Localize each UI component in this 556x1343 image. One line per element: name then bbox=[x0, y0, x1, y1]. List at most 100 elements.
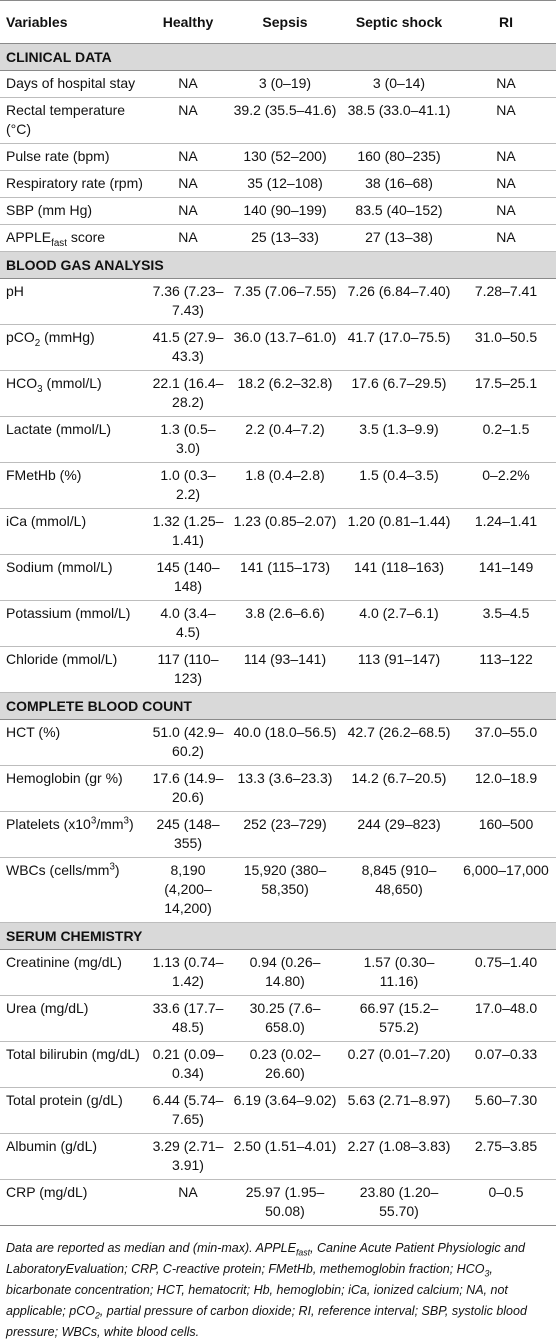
cell-ri: 2.75–3.85 bbox=[456, 1133, 556, 1180]
cell-septic-shock: 23.80 (1.20–55.70) bbox=[342, 1179, 456, 1226]
cell-sepsis: 140 (90–199) bbox=[228, 197, 342, 225]
section-title: COMPLETE BLOOD COUNT bbox=[0, 692, 556, 720]
table-row: Hemoglobin (gr %) 17.6 (14.9–20.6) 13.3 … bbox=[0, 765, 556, 812]
row-label: Lactate (mmol/L) bbox=[0, 416, 148, 463]
cell-ri: 31.0–50.5 bbox=[456, 324, 556, 371]
table-header: Variables Healthy Sepsis Septic shock RI bbox=[0, 0, 556, 44]
label-superscript: 3 bbox=[109, 861, 115, 873]
cell-septic-shock: 38.5 (33.0–41.1) bbox=[342, 97, 456, 144]
header-healthy: Healthy bbox=[148, 0, 228, 44]
cell-ri: 7.28–7.41 bbox=[456, 278, 556, 325]
cell-sepsis: 39.2 (35.5–41.6) bbox=[228, 97, 342, 144]
cell-healthy: 4.0 (3.4–4.5) bbox=[148, 600, 228, 647]
row-label: Urea (mg/dL) bbox=[0, 995, 148, 1042]
cell-sepsis: 36.0 (13.7–61.0) bbox=[228, 324, 342, 371]
cell-septic-shock: 17.6 (6.7–29.5) bbox=[342, 370, 456, 417]
row-label: Pulse rate (bpm) bbox=[0, 143, 148, 171]
cell-healthy: 33.6 (17.7–48.5) bbox=[148, 995, 228, 1042]
row-label: CRP (mg/dL) bbox=[0, 1179, 148, 1226]
cell-ri: 0–2.2% bbox=[456, 462, 556, 509]
cell-septic-shock: 2.27 (1.08–3.83) bbox=[342, 1133, 456, 1180]
cell-septic-shock: 160 (80–235) bbox=[342, 143, 456, 171]
footnote-text: , Canine Acute Patient Physiologic and L… bbox=[6, 1241, 526, 1276]
header-septic-shock: Septic shock bbox=[342, 0, 456, 44]
table-row: HCT (%) 51.0 (42.9–60.2) 40.0 (18.0–56.5… bbox=[0, 719, 556, 766]
table-row: Chloride (mmol/L) 117 (110–123) 114 (93–… bbox=[0, 646, 556, 693]
section-title: SERUM CHEMISTRY bbox=[0, 922, 556, 950]
cell-septic-shock: 0.27 (0.01–7.20) bbox=[342, 1041, 456, 1088]
row-label: Total bilirubin (mg/dL) bbox=[0, 1041, 148, 1088]
table-row: Rectal temperature (°C) NA 39.2 (35.5–41… bbox=[0, 97, 556, 144]
cell-ri: 113–122 bbox=[456, 646, 556, 693]
cell-ri: 141–149 bbox=[456, 554, 556, 601]
cell-sepsis: 130 (52–200) bbox=[228, 143, 342, 171]
label-subscript: 2 bbox=[34, 337, 41, 349]
table-row: WBCs (cells/mm3) 8,190 (4,200–14,200) 15… bbox=[0, 857, 556, 923]
row-label: Days of hospital stay bbox=[0, 70, 148, 98]
cell-healthy: NA bbox=[148, 70, 228, 98]
table-row: pCO2 (mmHg) 41.5 (27.9–43.3) 36.0 (13.7–… bbox=[0, 324, 556, 371]
row-label: iCa (mmol/L) bbox=[0, 508, 148, 555]
row-label: HCO3 (mmol/L) bbox=[0, 370, 148, 417]
label-text: ) bbox=[114, 862, 120, 878]
cell-sepsis: 7.35 (7.06–7.55) bbox=[228, 278, 342, 325]
row-label: Albumin (g/dL) bbox=[0, 1133, 148, 1180]
table-footnote: Data are reported as median and (min-max… bbox=[0, 1226, 556, 1343]
cell-ri: 6,000–17,000 bbox=[456, 857, 556, 923]
label-text: Platelets (x10 bbox=[6, 816, 91, 832]
row-label: Rectal temperature (°C) bbox=[0, 97, 148, 144]
cell-healthy: 145 (140–148) bbox=[148, 554, 228, 601]
cell-ri: 160–500 bbox=[456, 811, 556, 858]
row-label: APPLEfast score bbox=[0, 224, 148, 252]
cell-ri: NA bbox=[456, 197, 556, 225]
cell-sepsis: 0.94 (0.26–14.80) bbox=[228, 949, 342, 996]
cell-sepsis: 252 (23–729) bbox=[228, 811, 342, 858]
table-row: Total protein (g/dL) 6.44 (5.74–7.65) 6.… bbox=[0, 1087, 556, 1134]
cell-ri: 1.24–1.41 bbox=[456, 508, 556, 555]
table-row: Creatinine (mg/dL) 1.13 (0.74–1.42) 0.94… bbox=[0, 949, 556, 996]
table-row: Sodium (mmol/L) 145 (140–148) 141 (115–1… bbox=[0, 554, 556, 601]
table-row: iCa (mmol/L) 1.32 (1.25–1.41) 1.23 (0.85… bbox=[0, 508, 556, 555]
table-row: Lactate (mmol/L) 1.3 (0.5–3.0) 2.2 (0.4–… bbox=[0, 416, 556, 463]
label-text: WBCs (cells/mm bbox=[6, 862, 110, 878]
table-row: HCO3 (mmol/L) 22.1 (16.4–28.2) 18.2 (6.2… bbox=[0, 370, 556, 417]
row-label: Total protein (g/dL) bbox=[0, 1087, 148, 1134]
cell-septic-shock: 41.7 (17.0–75.5) bbox=[342, 324, 456, 371]
cell-healthy: 7.36 (7.23–7.43) bbox=[148, 278, 228, 325]
cell-ri: NA bbox=[456, 143, 556, 171]
cell-sepsis: 3.8 (2.6–6.6) bbox=[228, 600, 342, 647]
table-row: CRP (mg/dL) NA 25.97 (1.95–50.08) 23.80 … bbox=[0, 1179, 556, 1226]
label-text: HCO bbox=[6, 375, 38, 391]
cell-sepsis: 25.97 (1.95–50.08) bbox=[228, 1179, 342, 1226]
cell-healthy: 1.3 (0.5–3.0) bbox=[148, 416, 228, 463]
cell-septic-shock: 5.63 (2.71–8.97) bbox=[342, 1087, 456, 1134]
label-text: ) bbox=[128, 816, 134, 832]
cell-healthy: NA bbox=[148, 197, 228, 225]
cell-ri: 12.0–18.9 bbox=[456, 765, 556, 812]
cell-septic-shock: 27 (13–38) bbox=[342, 224, 456, 252]
row-label: Sodium (mmol/L) bbox=[0, 554, 148, 601]
footnote-text: Data are reported as median and (min-max… bbox=[6, 1241, 296, 1255]
row-label: HCT (%) bbox=[0, 719, 148, 766]
row-label: pCO2 (mmHg) bbox=[0, 324, 148, 371]
section-serum-chemistry: SERUM CHEMISTRY bbox=[0, 922, 556, 950]
header-sepsis: Sepsis bbox=[228, 0, 342, 44]
cell-sepsis: 6.19 (3.64–9.02) bbox=[228, 1087, 342, 1134]
section-title: CLINICAL DATA bbox=[0, 43, 556, 71]
table-row: SBP (mm Hg) NA 140 (90–199) 83.5 (40–152… bbox=[0, 197, 556, 225]
cell-healthy: NA bbox=[148, 224, 228, 252]
cell-ri: NA bbox=[456, 170, 556, 198]
table-row: Urea (mg/dL) 33.6 (17.7–48.5) 30.25 (7.6… bbox=[0, 995, 556, 1042]
label-subscript: fast bbox=[51, 237, 67, 249]
cell-healthy: 22.1 (16.4–28.2) bbox=[148, 370, 228, 417]
cell-healthy: 1.0 (0.3–2.2) bbox=[148, 462, 228, 509]
cell-septic-shock: 1.20 (0.81–1.44) bbox=[342, 508, 456, 555]
cell-ri: 3.5–4.5 bbox=[456, 600, 556, 647]
cell-septic-shock: 38 (16–68) bbox=[342, 170, 456, 198]
cell-septic-shock: 66.97 (15.2–575.2) bbox=[342, 995, 456, 1042]
cell-sepsis: 0.23 (0.02–26.60) bbox=[228, 1041, 342, 1088]
cell-ri: NA bbox=[456, 97, 556, 144]
cell-sepsis: 18.2 (6.2–32.8) bbox=[228, 370, 342, 417]
row-label: pH bbox=[0, 278, 148, 325]
table-row: Albumin (g/dL) 3.29 (2.71–3.91) 2.50 (1.… bbox=[0, 1133, 556, 1180]
